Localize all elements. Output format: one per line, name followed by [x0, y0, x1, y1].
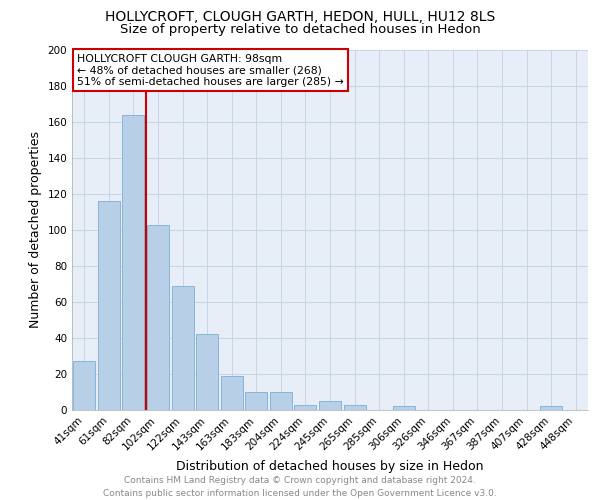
Bar [540, 406, 562, 410]
Bar [221, 376, 243, 410]
Bar [295, 404, 316, 410]
Text: Contains HM Land Registry data © Crown copyright and database right 2024.
Contai: Contains HM Land Registry data © Crown c… [103, 476, 497, 498]
Bar [392, 406, 415, 410]
Y-axis label: Number of detached properties: Number of detached properties [29, 132, 42, 328]
Bar [73, 362, 95, 410]
Bar [319, 401, 341, 410]
X-axis label: Distribution of detached houses by size in Hedon: Distribution of detached houses by size … [176, 460, 484, 473]
Bar [344, 404, 365, 410]
Text: HOLLYCROFT CLOUGH GARTH: 98sqm
← 48% of detached houses are smaller (268)
51% of: HOLLYCROFT CLOUGH GARTH: 98sqm ← 48% of … [77, 54, 344, 87]
Bar [245, 392, 268, 410]
Bar [196, 334, 218, 410]
Bar [147, 224, 169, 410]
Text: HOLLYCROFT, CLOUGH GARTH, HEDON, HULL, HU12 8LS: HOLLYCROFT, CLOUGH GARTH, HEDON, HULL, H… [105, 10, 495, 24]
Bar [122, 115, 145, 410]
Bar [172, 286, 194, 410]
Text: Size of property relative to detached houses in Hedon: Size of property relative to detached ho… [119, 22, 481, 36]
Bar [270, 392, 292, 410]
Bar [98, 201, 120, 410]
